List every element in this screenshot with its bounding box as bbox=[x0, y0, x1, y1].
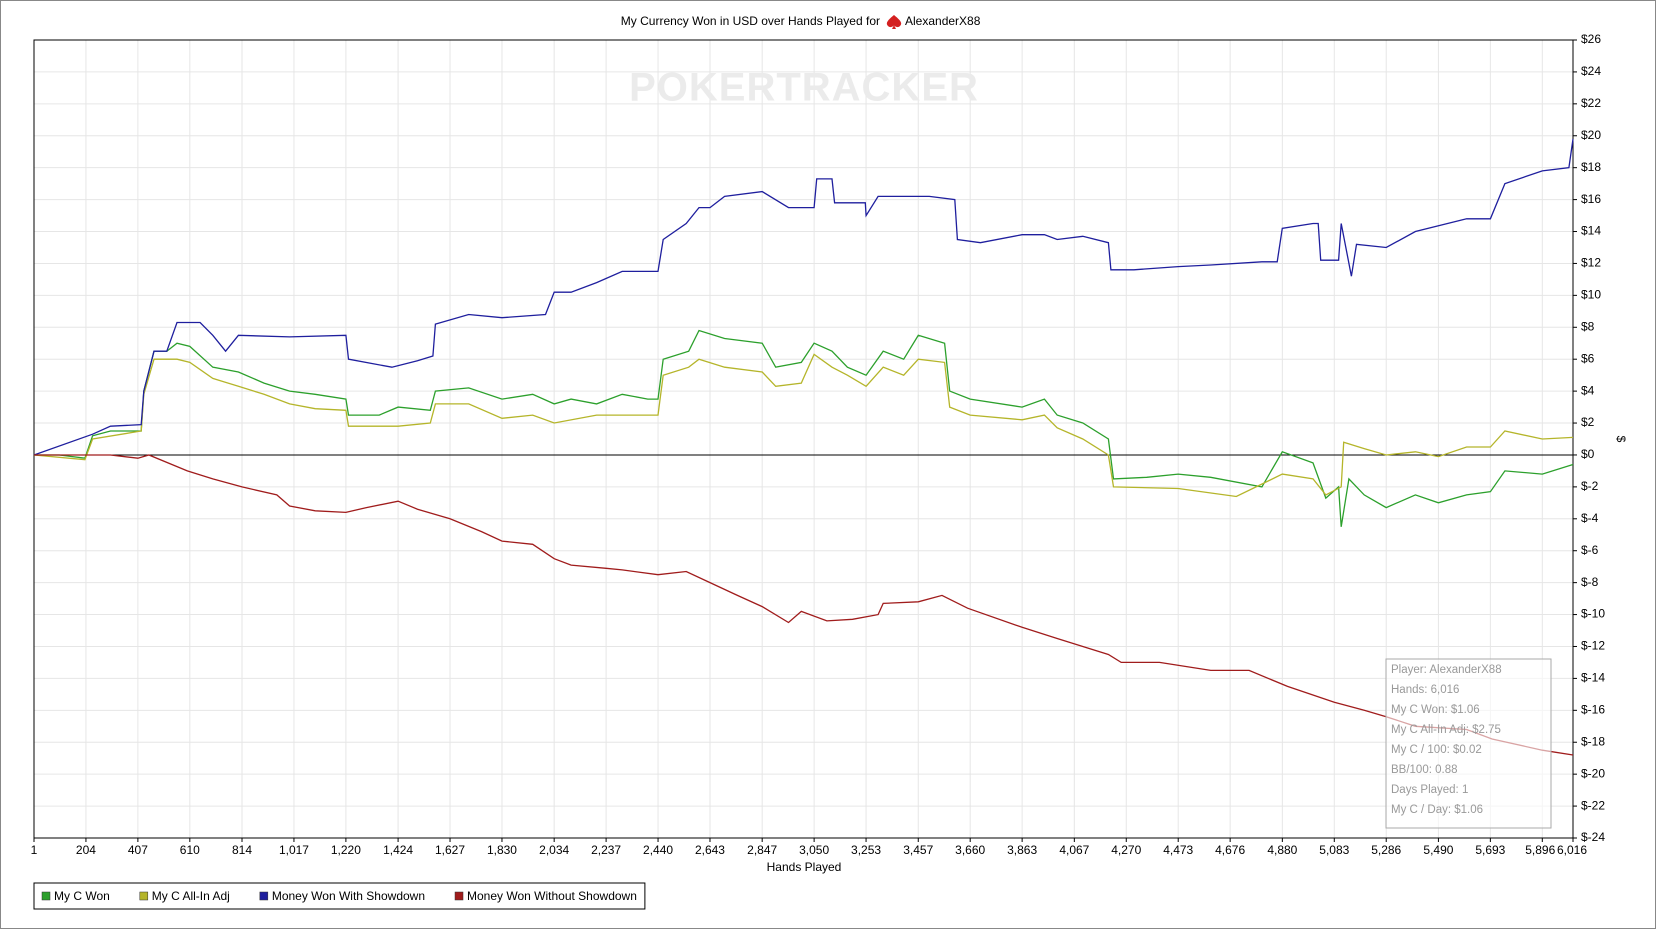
y-tick-label: $-18 bbox=[1581, 734, 1605, 748]
y-tick-label: $18 bbox=[1581, 160, 1601, 174]
legend-label: Money Won Without Showdown bbox=[467, 889, 637, 903]
plot-area bbox=[34, 40, 1573, 838]
x-axis-label: Hands Played bbox=[767, 860, 842, 874]
y-tick-label: $-10 bbox=[1581, 607, 1605, 621]
legend-swatch bbox=[454, 891, 464, 901]
x-tick-label: 3,863 bbox=[1007, 843, 1037, 857]
y-tick-label: $16 bbox=[1581, 192, 1601, 206]
watermark: POKERTRACKER bbox=[629, 66, 979, 110]
legend-label: My C All-In Adj bbox=[152, 889, 230, 903]
x-tick-label: 2,847 bbox=[747, 843, 777, 857]
tooltip-box bbox=[1385, 658, 1552, 829]
tooltip-line: Hands: 6,016 bbox=[1391, 684, 1459, 696]
x-tick-label: 610 bbox=[180, 843, 200, 857]
x-tick-label: 6,016 bbox=[1557, 843, 1587, 857]
legend-swatch bbox=[139, 891, 149, 901]
y-tick-label: $-4 bbox=[1581, 511, 1599, 525]
x-tick-label: 4,270 bbox=[1111, 843, 1141, 857]
tooltip-line: Days Played: 1 bbox=[1391, 784, 1468, 796]
x-tick-label: 407 bbox=[128, 843, 148, 857]
legend-swatch bbox=[41, 891, 51, 901]
tooltip-line: My C Won: $1.06 bbox=[1391, 704, 1480, 716]
y-tick-label: $-6 bbox=[1581, 543, 1599, 557]
y-tick-label: $-22 bbox=[1581, 798, 1605, 812]
series-line bbox=[34, 454, 1574, 756]
x-tick-label: 814 bbox=[232, 843, 252, 857]
legend-label: Money Won With Showdown bbox=[272, 889, 425, 903]
x-tick-label: 4,676 bbox=[1215, 843, 1245, 857]
y-tick-label: $-8 bbox=[1581, 575, 1599, 589]
x-tick-label: 1,830 bbox=[487, 843, 517, 857]
y-tick-label: $10 bbox=[1581, 288, 1601, 302]
x-tick-label: 2,237 bbox=[591, 843, 621, 857]
x-tick-label: 2,440 bbox=[643, 843, 673, 857]
y-tick-label: $0 bbox=[1581, 447, 1595, 461]
x-tick-label: 3,660 bbox=[955, 843, 985, 857]
tooltip-line: BB/100: 0.88 bbox=[1391, 764, 1458, 776]
y-tick-label: $-20 bbox=[1581, 766, 1605, 780]
x-tick-label: 1,017 bbox=[279, 843, 309, 857]
x-tick-label: 5,286 bbox=[1371, 843, 1401, 857]
x-tick-label: 2,034 bbox=[539, 843, 569, 857]
y-tick-label: $2 bbox=[1581, 415, 1595, 429]
spade-icon bbox=[886, 15, 902, 29]
x-tick-label: 3,050 bbox=[799, 843, 829, 857]
y-tick-label: $22 bbox=[1581, 96, 1601, 110]
y-axis-label: $ bbox=[1614, 436, 1628, 443]
x-tick-label: 5,490 bbox=[1423, 843, 1453, 857]
x-tick-label: 3,253 bbox=[851, 843, 881, 857]
y-tick-label: $20 bbox=[1581, 128, 1601, 142]
x-tick-label: 4,473 bbox=[1163, 843, 1193, 857]
tooltip-line: My C All-In Adj: $2.75 bbox=[1391, 724, 1501, 736]
y-tick-label: $-24 bbox=[1581, 830, 1605, 844]
series-line bbox=[33, 353, 1574, 498]
tooltip-line: My C / Day: $1.06 bbox=[1391, 804, 1483, 816]
player-name: AlexanderX88 bbox=[905, 14, 981, 28]
legend-box bbox=[33, 882, 646, 910]
x-tick-label: 5,693 bbox=[1475, 843, 1505, 857]
x-tick-label: 4,067 bbox=[1059, 843, 1089, 857]
y-tick-label: $26 bbox=[1581, 32, 1601, 46]
y-tick-label: $-16 bbox=[1581, 702, 1605, 716]
y-tick-label: $12 bbox=[1581, 256, 1601, 270]
y-tick-label: $8 bbox=[1581, 319, 1595, 333]
x-tick-label: 1,627 bbox=[435, 843, 465, 857]
x-tick-label: 5,896 bbox=[1525, 843, 1555, 857]
y-tick-label: $24 bbox=[1581, 64, 1601, 78]
series-line bbox=[33, 138, 1574, 456]
x-tick-label: 5,083 bbox=[1319, 843, 1349, 857]
x-tick-label: 4,880 bbox=[1267, 843, 1297, 857]
x-tick-label: 2,643 bbox=[695, 843, 725, 857]
x-tick-label: 1,424 bbox=[383, 843, 413, 857]
y-tick-label: $-14 bbox=[1581, 671, 1605, 685]
y-tick-label: $4 bbox=[1581, 383, 1595, 397]
legend-label: My C Won bbox=[54, 889, 110, 903]
y-tick-label: $-12 bbox=[1581, 639, 1605, 653]
x-tick-label: 1 bbox=[31, 843, 38, 857]
x-tick-label: 3,457 bbox=[903, 843, 933, 857]
legend-swatch bbox=[259, 891, 269, 901]
series-line bbox=[34, 329, 1574, 527]
tooltip-line: My C / 100: $0.02 bbox=[1391, 744, 1482, 756]
y-tick-label: $-2 bbox=[1581, 479, 1599, 493]
x-tick-label: 1,220 bbox=[331, 843, 361, 857]
y-tick-label: $6 bbox=[1581, 351, 1595, 365]
tooltip-line: Player: AlexanderX88 bbox=[1391, 664, 1502, 676]
x-tick-label: 204 bbox=[76, 843, 96, 857]
y-tick-label: $14 bbox=[1581, 224, 1601, 238]
plot-border bbox=[33, 39, 1574, 839]
chart-title: My Currency Won in USD over Hands Played… bbox=[621, 14, 880, 28]
